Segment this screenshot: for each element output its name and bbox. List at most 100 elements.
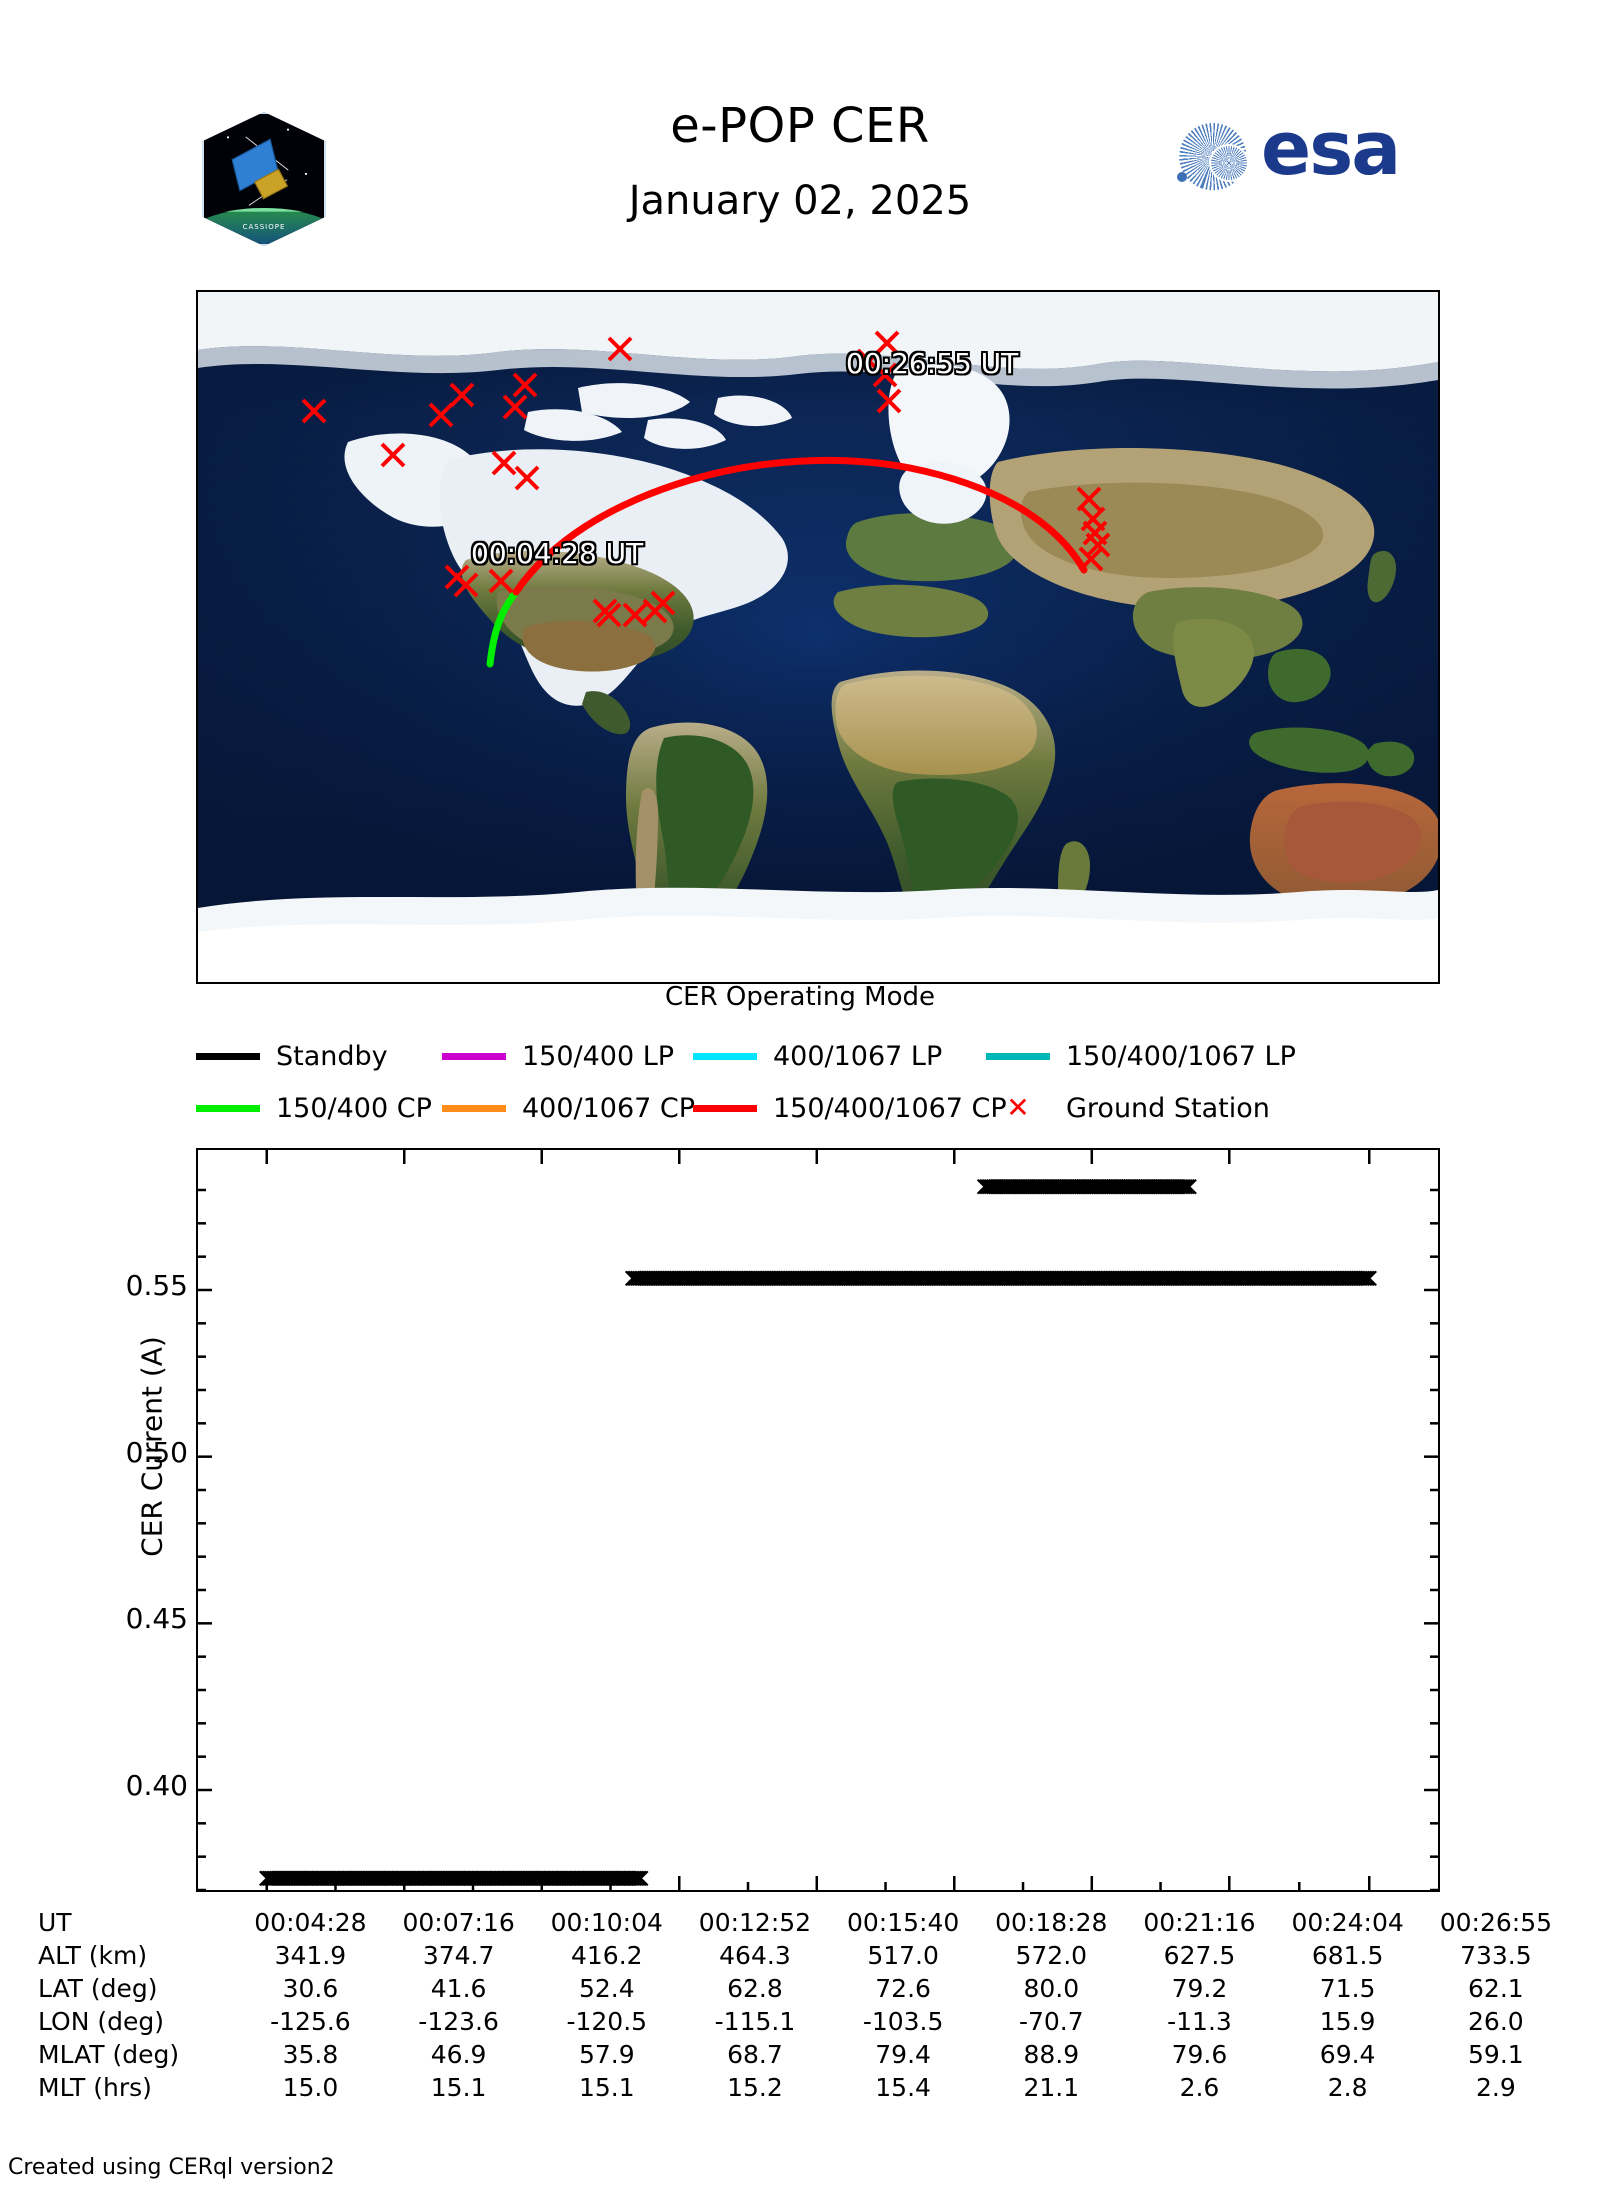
table-row: LAT (deg) 30.6 41.6 52.4 62.8 72.6 80.0 79.2 71.… — [30, 1972, 1570, 2005]
scatter-series — [976, 1178, 1197, 1195]
legend-item-400-1067-lp[interactable]: 400/1067 LP — [693, 1041, 942, 1072]
table-cell: -120.5 — [566, 2007, 648, 2036]
orbit-track-segment-red — [512, 456, 1088, 596]
table-cell: 15.4 — [875, 2073, 931, 2102]
table-cell: 00:07:16 — [402, 1908, 515, 1937]
legend-label: 150/400/1067 LP — [1066, 1040, 1296, 1072]
table-cell: 416.2 — [570, 1941, 643, 1970]
plot-canvas — [198, 1150, 1438, 1890]
table-cell: 15.1 — [430, 2073, 487, 2102]
table-cell: 35.8 — [282, 2040, 339, 2069]
table-cell: -123.6 — [418, 2007, 499, 2036]
legend-color-swatch — [693, 1052, 757, 1060]
table-cell: 57.9 — [578, 2040, 635, 2069]
table-cell: 464.3 — [719, 1941, 791, 1970]
y-axis-label: CER Current (A) — [135, 1336, 169, 1557]
table-row-label: UT — [38, 1908, 72, 1937]
legend-color-swatch — [442, 1104, 506, 1112]
world-map-panel: 00:04:28 UT 00:26:55 UT — [196, 290, 1440, 984]
table-cell: 00:21:16 — [1143, 1908, 1256, 1937]
legend-item-150-400-cp[interactable]: 150/400 CP — [196, 1093, 432, 1124]
table-row: MLAT (deg) 35.8 46.9 57.9 68.7 79.4 88.9 79.6 69… — [30, 2038, 1570, 2071]
world-map-canvas — [198, 292, 1438, 982]
table-cell: 41.6 — [430, 1974, 487, 2003]
table-cell: -11.3 — [1167, 2007, 1232, 2036]
ephemeris-table: UT 00:04:28 00:07:16 00:10:04 00:12:52 00:15:… — [30, 1906, 1570, 2104]
table-cell: 79.2 — [1171, 1974, 1228, 2003]
legend: Standby 150/400 LP 400/1067 LP 150/400/1067… — [196, 1030, 1436, 1134]
esa-swirl-inner — [1209, 144, 1249, 182]
legend-item-150-400-1067-lp[interactable]: 150/400/1067 LP — [986, 1041, 1296, 1072]
table-row-label: MLT (hrs) — [38, 2073, 152, 2102]
legend-label: Ground Station — [1066, 1092, 1270, 1124]
table-cell: 30.6 — [282, 1974, 339, 2003]
orbit-track-segment-green — [486, 588, 520, 668]
table-cell: 52.4 — [578, 1974, 635, 2003]
table-cell: 00:18:28 — [995, 1908, 1108, 1937]
table-cell: 15.9 — [1319, 2007, 1376, 2036]
table-cell: 2.8 — [1327, 2073, 1368, 2102]
table-cell: 681.5 — [1311, 1941, 1384, 1970]
esa-wordmark: esa — [1261, 106, 1401, 192]
y-axis-tick-labels: 0.40 0.45 0.50 0.55 — [20, 1148, 188, 1888]
cer-current-plot — [196, 1148, 1440, 1892]
legend-row: Standby 150/400 LP 400/1067 LP 150/400/1067… — [196, 1030, 1436, 1082]
table-cell: -103.5 — [862, 2007, 944, 2036]
table-cell: 59.1 — [1468, 2040, 1524, 2069]
legend-item-150-400-lp[interactable]: 150/400 LP — [442, 1041, 674, 1072]
esa-swirl-icon: esa — [1165, 106, 1455, 200]
cassiope-logo-caption: CASSIOPE — [242, 223, 286, 231]
legend-color-swatch — [693, 1104, 757, 1112]
legend-label: 150/400 LP — [522, 1040, 675, 1072]
table-cell: 00:12:52 — [698, 1908, 812, 1937]
table-cell: 15.1 — [578, 2073, 635, 2102]
legend-label: Standby — [276, 1040, 388, 1072]
table-row: LON (deg) -125.6 -123.6 -120.5 -115.1 -103.5 -… — [30, 2005, 1570, 2038]
table-cell: 00:10:04 — [550, 1908, 663, 1937]
axis-ticks — [198, 1150, 1438, 1890]
esa-swirl-dot — [1177, 172, 1187, 182]
legend-row: 150/400 CP 400/1067 CP 150/400/1067 CP ✕ Gro… — [196, 1082, 1436, 1134]
table-row-label: LON (deg) — [38, 2007, 164, 2036]
legend-item-400-1067-cp[interactable]: 400/1067 CP — [442, 1093, 695, 1124]
table-cell: 72.6 — [875, 1974, 931, 2003]
table-cell: 15.2 — [727, 2073, 783, 2102]
table-cell: 71.5 — [1319, 1974, 1376, 2003]
table-cell: 15.0 — [282, 2073, 339, 2102]
table-row: ALT (km) 341.9 374.7 416.2 464.3 517.0 572.0 62… — [30, 1939, 1570, 1972]
table-cell: -115.1 — [714, 2007, 796, 2036]
scatter-series — [624, 1270, 1377, 1287]
table-cell: 69.4 — [1319, 2040, 1376, 2069]
table-cell: 517.0 — [867, 1941, 939, 1970]
table-row: MLT (hrs) 15.0 15.1 15.1 15.2 15.4 21.1 2.6 2.8 2… — [30, 2071, 1570, 2104]
legend-label: 150/400/1067 CP — [773, 1092, 1007, 1124]
legend-item-150-400-1067-cp[interactable]: 150/400/1067 CP — [693, 1093, 1007, 1124]
table-cell: 68.7 — [727, 2040, 783, 2069]
legend-item-ground-station[interactable]: ✕ Ground Station — [986, 1093, 1270, 1124]
table-cell: 62.8 — [727, 1974, 783, 2003]
footer-credit: Created using CERql version2 — [8, 2155, 335, 2180]
y-tick-label: 0.55 — [125, 1269, 188, 1302]
table-cell: 2.9 — [1475, 2073, 1516, 2102]
table-cell: 733.5 — [1460, 1941, 1532, 1970]
ground-station-markers — [301, 330, 1111, 628]
table-cell: 79.4 — [875, 2040, 931, 2069]
y-tick-label: 0.50 — [125, 1435, 188, 1469]
legend-label: 150/400 CP — [276, 1092, 432, 1124]
ground-station-x-icon: ✕ — [1006, 1091, 1030, 1124]
page-date: January 02, 2025 — [628, 178, 972, 224]
table-cell: 79.6 — [1171, 2040, 1228, 2069]
table-cell: 572.0 — [1015, 1941, 1088, 1970]
legend-item-standby[interactable]: Standby — [196, 1041, 388, 1072]
table-cell: 00:15:40 — [846, 1908, 960, 1937]
y-tick-label: 0.40 — [125, 1769, 188, 1802]
table-cell: 80.0 — [1023, 1974, 1080, 2003]
legend-label: 400/1067 CP — [522, 1092, 696, 1124]
legend-color-swatch — [196, 1052, 260, 1060]
table-row: UT 00:04:28 00:07:16 00:10:04 00:12:52 00:15:… — [30, 1906, 1570, 1939]
y-tick-label: 0.45 — [125, 1602, 188, 1636]
table-cell: 26.0 — [1468, 2007, 1524, 2036]
table-cell: 00:04:28 — [254, 1908, 367, 1937]
scatter-series — [259, 1870, 649, 1887]
table-cell: 62.1 — [1468, 1974, 1524, 2003]
